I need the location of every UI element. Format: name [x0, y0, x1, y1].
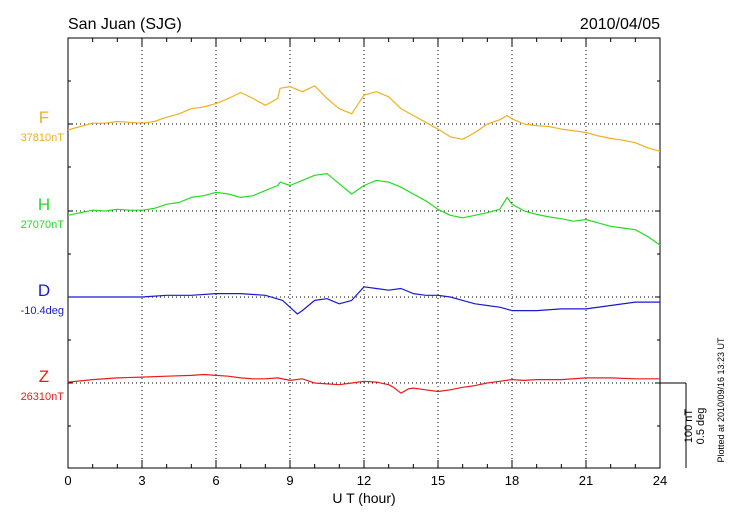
x-tick-label: 0 [64, 473, 71, 488]
x-tick-label: 3 [138, 473, 145, 488]
series-lines [67, 85, 661, 394]
scale-bar-nt-label: 100 nT [683, 409, 695, 444]
series-line-z [67, 373, 660, 394]
x-tick-labels: 0 3 6 9 12 15 18 21 24 [64, 473, 667, 488]
gridlines [68, 38, 660, 468]
station-title: San Juan (SJG) [68, 16, 182, 33]
series-line-f [67, 85, 661, 152]
series-line-h [67, 173, 661, 246]
x-tick-label: 21 [579, 473, 593, 488]
series-baseline-z: 26310nT [21, 391, 65, 403]
series-line-d [68, 286, 660, 315]
date-title: 2010/04/05 [580, 16, 660, 33]
series-name-z: Z [39, 367, 49, 386]
plotted-at-footer: Plotted at 2010/09/16 13:23 UT [716, 337, 726, 463]
series-baseline-f: 37810nT [21, 132, 65, 144]
x-tick-label: 12 [357, 473, 371, 488]
series-baseline-d: -10.4deg [21, 305, 64, 317]
axis-ticks [67, 38, 661, 468]
x-tick-label: 6 [212, 473, 219, 488]
x-axis-label: U T (hour) [332, 490, 395, 506]
series-name-f: F [39, 108, 49, 127]
series-baseline-h: 27070nT [21, 219, 65, 231]
series-name-h: H [38, 195, 50, 214]
scale-bar: 100 nT 0.5 deg [660, 382, 707, 468]
scale-bar-deg-label: 0.5 deg [695, 408, 707, 445]
series-labels: F 37810nT H 27070nT D -10.4deg Z 26310nT [21, 108, 65, 403]
x-tick-label: 9 [286, 473, 293, 488]
x-tick-label: 24 [653, 473, 667, 488]
x-tick-label: 15 [431, 473, 445, 488]
x-tick-label: 18 [505, 473, 519, 488]
series-name-d: D [38, 281, 50, 300]
